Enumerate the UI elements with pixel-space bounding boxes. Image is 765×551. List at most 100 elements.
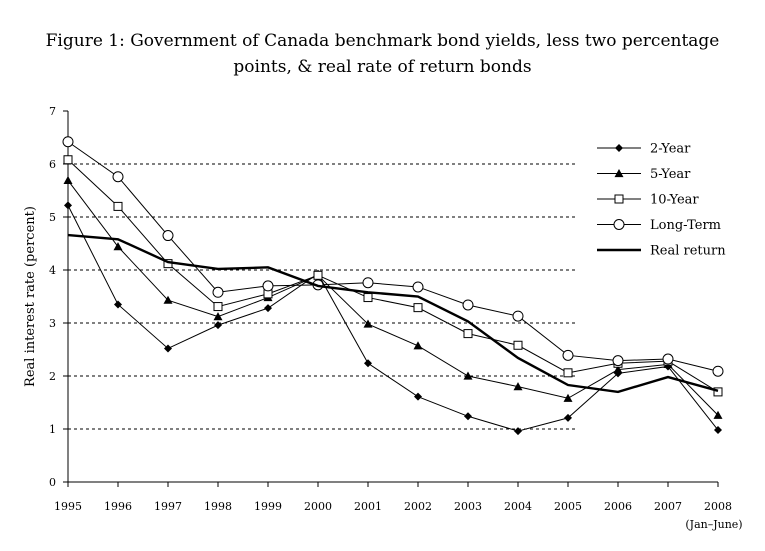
data-point — [62, 136, 74, 148]
data-point — [462, 299, 474, 311]
data-point — [63, 175, 73, 185]
series-line — [67, 141, 719, 372]
data-point — [463, 371, 473, 380]
x-tick-label: 2008 — [704, 500, 732, 513]
data-point — [113, 201, 123, 211]
data-point — [662, 353, 674, 365]
x-tick-label: 2005 — [554, 500, 582, 513]
y-tick-label: 0 — [49, 476, 56, 489]
data-point — [213, 312, 223, 321]
x-tick-label: 2006 — [604, 500, 632, 513]
y-tick-label: 2 — [49, 370, 56, 383]
legend-label: 5-Year — [650, 167, 691, 182]
data-point — [214, 321, 222, 330]
x-tick-label: 2002 — [404, 500, 432, 513]
x-tick-label: 2007 — [654, 500, 682, 513]
legend-label: Long-Term — [650, 218, 721, 233]
data-point — [362, 277, 374, 289]
legend-label: Real return — [650, 244, 726, 259]
x-tick-label: 2004 — [504, 500, 532, 513]
data-point — [562, 349, 574, 361]
data-point — [213, 302, 223, 312]
series-line — [67, 205, 719, 432]
grid — [68, 163, 575, 430]
y-tick-label: 6 — [49, 158, 56, 171]
series-line — [67, 180, 719, 416]
legend-marker — [614, 169, 624, 178]
x-tick-label: 1995 — [54, 500, 82, 513]
axes — [63, 110, 719, 487]
data-point — [164, 344, 172, 353]
legend-item-10-year: 10-Year — [597, 193, 699, 208]
data-point — [313, 270, 323, 280]
data-point — [463, 329, 473, 339]
data-point — [63, 155, 73, 165]
legend-item-2-year: 2-Year — [597, 142, 691, 157]
chart-title-line-2: points, & real rate of return bonds — [233, 57, 532, 77]
legend-item-long-term: Long-Term — [597, 218, 721, 233]
data-point — [564, 413, 572, 422]
data-point — [264, 304, 272, 313]
chart-title-line-1: Figure 1: Government of Canada benchmark… — [45, 31, 720, 51]
data-point — [413, 341, 423, 350]
legend-item-5-year: 5-Year — [597, 167, 691, 182]
data-point — [262, 280, 274, 292]
data-point — [163, 295, 173, 304]
y-tick-label: 1 — [49, 423, 56, 436]
data-point — [513, 382, 523, 391]
series-real-return — [67, 233, 719, 394]
x-tick-label: 1997 — [154, 500, 182, 513]
x-tick-label: 1996 — [104, 500, 132, 513]
data-point — [512, 310, 524, 322]
data-point — [713, 410, 723, 419]
data-point — [563, 368, 573, 378]
y-tick-label: 5 — [49, 211, 56, 224]
data-point — [713, 387, 723, 397]
x-tick-label: 1998 — [204, 500, 232, 513]
x-tick-label: 2001 — [354, 500, 382, 513]
legend-marker — [613, 219, 625, 230]
x-tick-label: 2000 — [304, 500, 332, 513]
data-point — [413, 303, 423, 313]
data-point — [414, 392, 422, 401]
data-point — [712, 365, 724, 377]
data-point — [363, 293, 373, 303]
series-2-year — [64, 201, 722, 436]
y-axis-label: Real interest rate (percent) — [23, 206, 38, 387]
x-tick-sublabel: (Jan–June) — [685, 518, 742, 531]
data-point — [112, 171, 124, 183]
data-point — [114, 300, 122, 309]
tick-labels: 0 1 2 3 4 5 6 7 1995 1996 1997 1998 1999 2000 2001 2002… — [49, 105, 732, 513]
data-point — [563, 393, 573, 402]
data-point — [612, 355, 624, 367]
legend-marker — [614, 194, 624, 204]
legend-item-real-return: Real return — [597, 244, 726, 259]
series-5-year — [63, 175, 723, 419]
legend-label: 2-Year — [650, 142, 691, 157]
data-point — [613, 365, 623, 374]
series-line — [67, 233, 719, 394]
legend-label: 10-Year — [650, 193, 699, 208]
legend-marker — [615, 144, 623, 152]
x-tick-label: 1999 — [254, 500, 282, 513]
data-point — [514, 427, 522, 436]
data-point — [464, 412, 472, 421]
series-line — [67, 159, 719, 393]
y-tick-label: 3 — [49, 317, 56, 330]
y-tick-label: 7 — [49, 105, 56, 118]
x-tick-label: 2003 — [454, 500, 482, 513]
series-long-term — [62, 136, 724, 377]
y-tick-label: 4 — [49, 264, 56, 277]
series-group — [62, 136, 724, 436]
data-point — [513, 340, 523, 350]
data-point — [162, 230, 174, 242]
legend: 2-Year 5-Year 10-Year Long-Term Real return — [597, 142, 726, 259]
data-point — [212, 286, 224, 298]
data-point — [412, 281, 424, 293]
data-point — [364, 359, 372, 368]
data-point — [363, 319, 373, 328]
data-point — [714, 426, 722, 435]
data-point — [64, 201, 72, 210]
data-point — [113, 242, 123, 251]
